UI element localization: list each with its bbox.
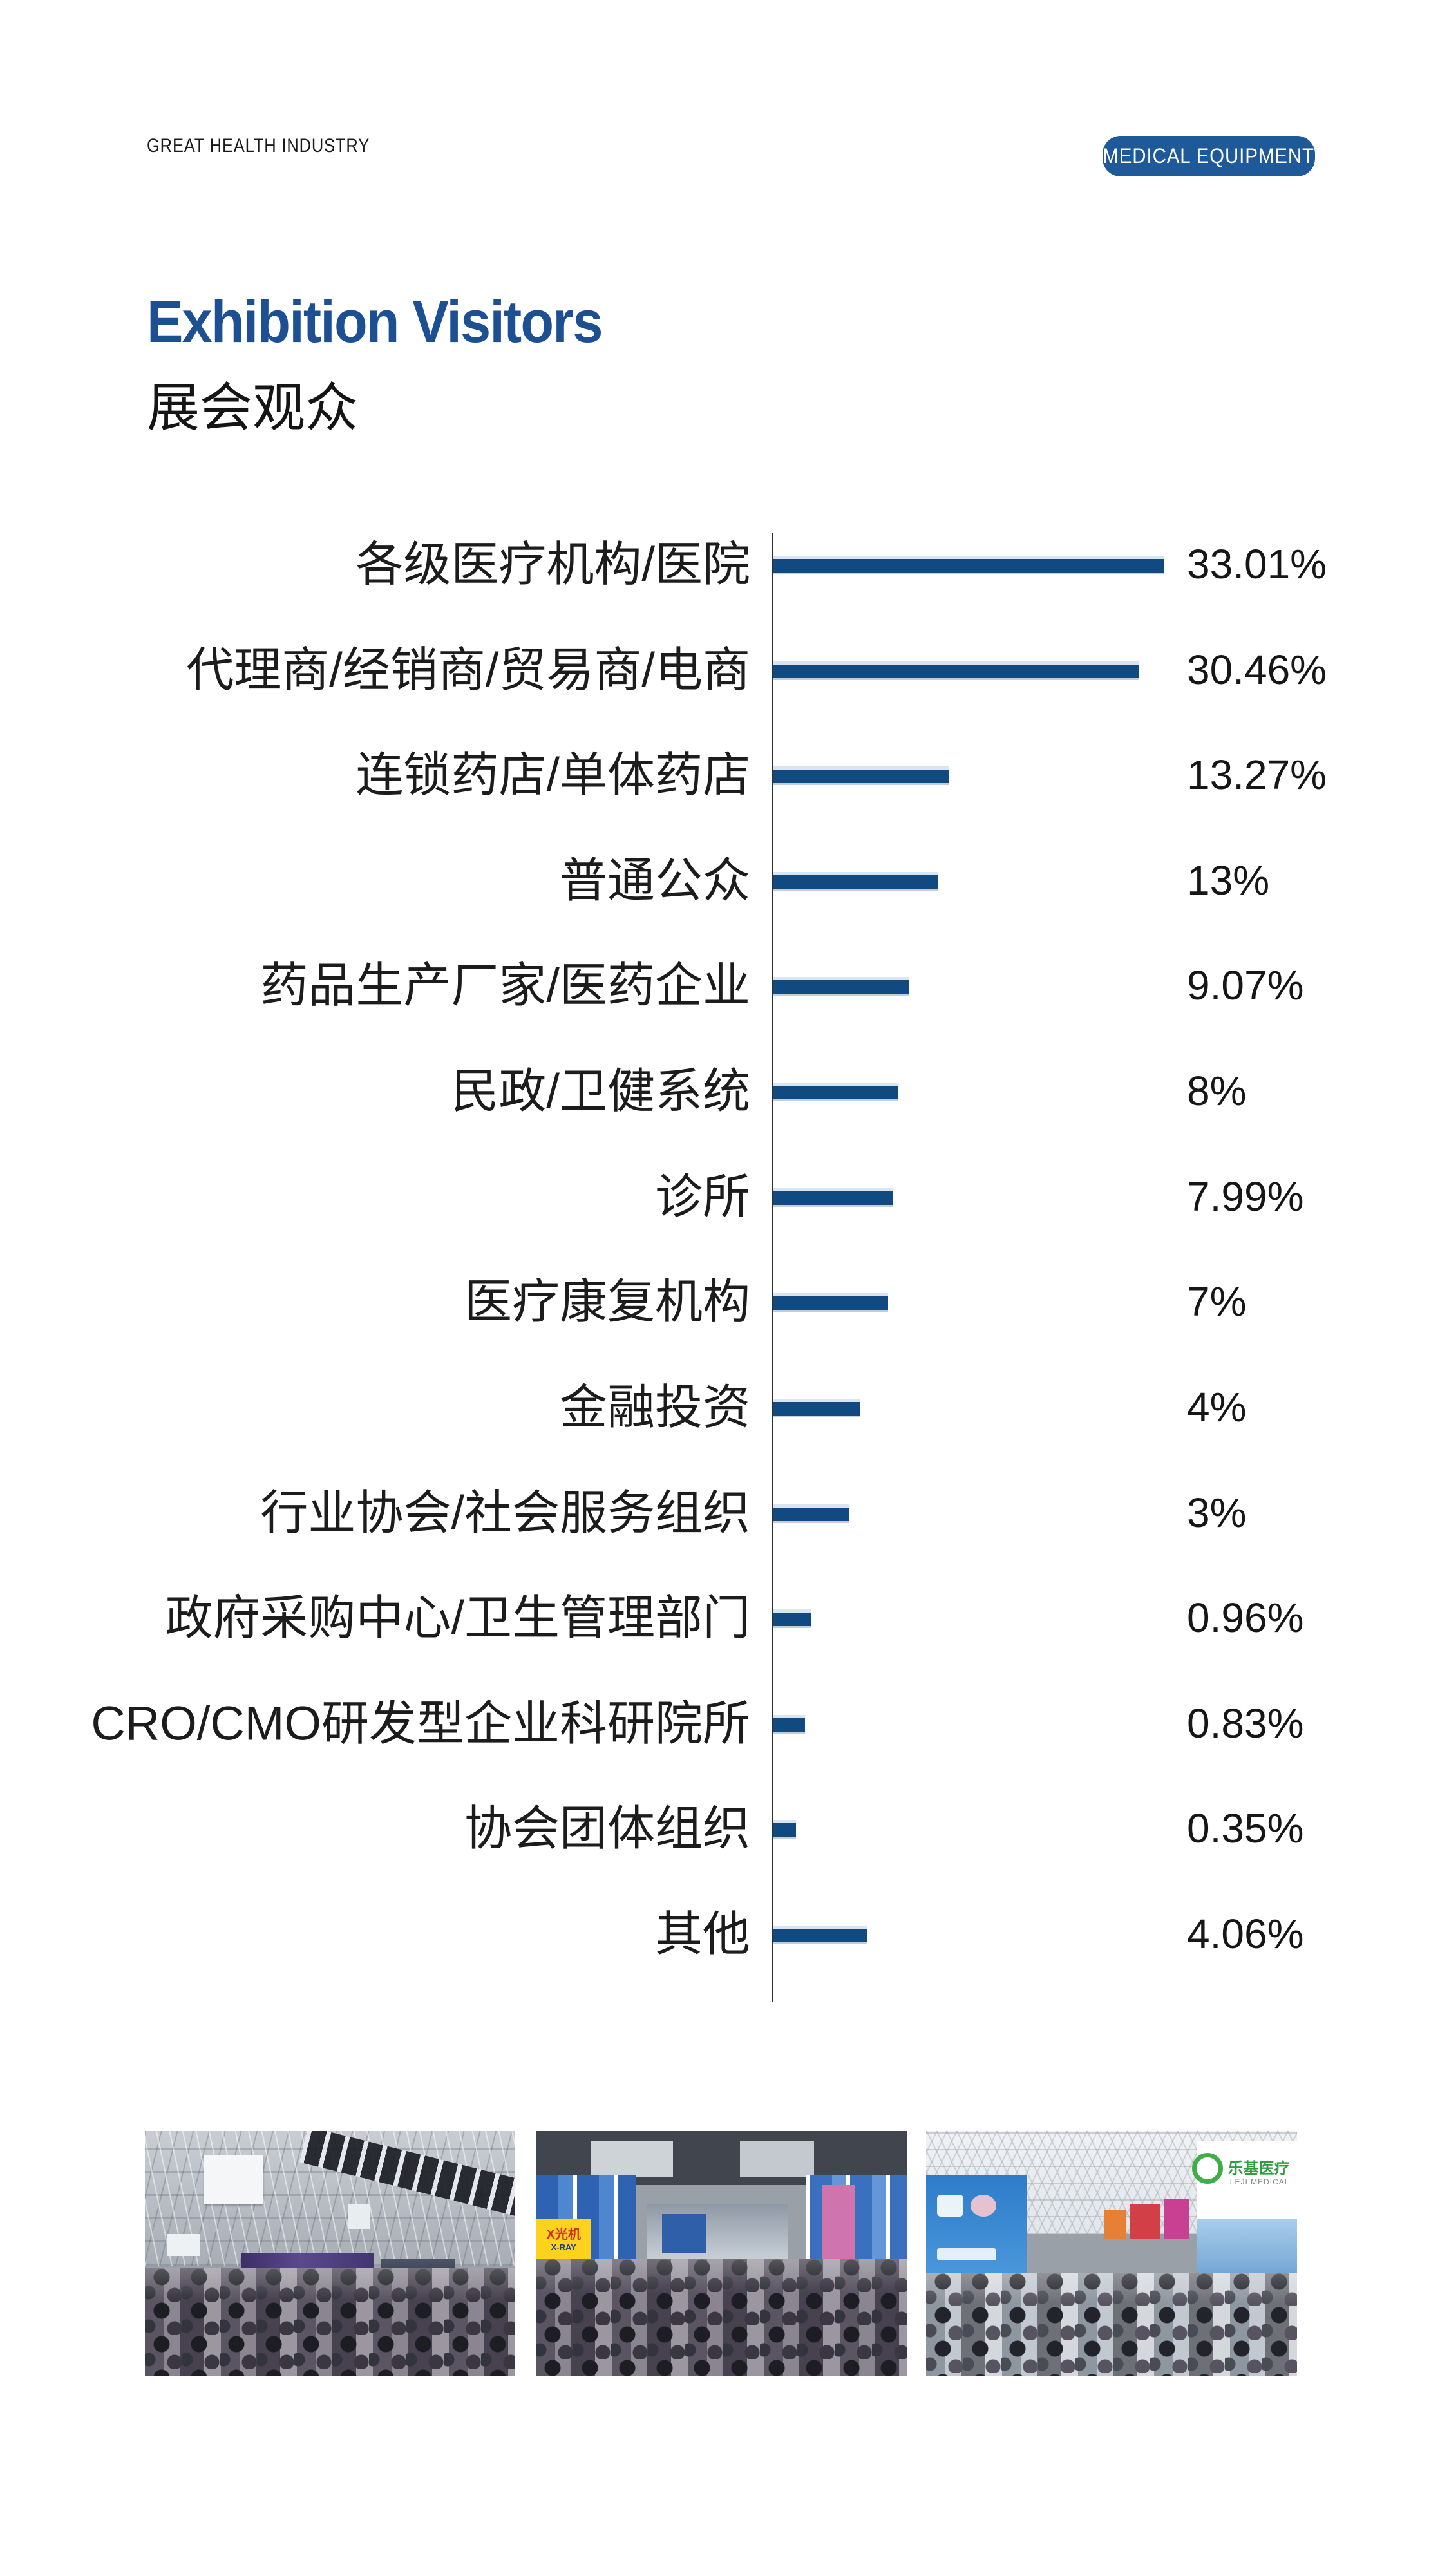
photo3-booth-logo-en: LEJI MEDICAL: [1229, 2177, 1290, 2187]
chart-value-label: 3%: [1187, 1489, 1247, 1536]
photo3-orange-booth: [1104, 2209, 1127, 2239]
exhibition-photo-3: 乐基医疗 LEJI MEDICAL: [926, 2131, 1297, 2376]
photo2-pink-panel: [821, 2184, 855, 2264]
chart-value-label: 7.99%: [1187, 1173, 1304, 1220]
visitors-bar-chart: 各级医疗机构/医院 33.01% 代理商/经销商/贸易商/电商 30.46% 连锁药店/…: [91, 533, 1327, 2002]
chart-category-label: 金融投资: [560, 1380, 750, 1434]
photo2-window: [591, 2141, 674, 2178]
chart-value-label: 7%: [1187, 1278, 1247, 1325]
chart-bar: [773, 556, 1164, 573]
chart-category-label: 民政/卫健系统: [451, 1064, 750, 1118]
photo2-window: [739, 2141, 814, 2178]
photo2-crowd: [536, 2258, 907, 2376]
chart-value-label: 33.01%: [1187, 541, 1327, 587]
category-badge: MEDICAL EQUIPMENT: [1103, 136, 1315, 176]
photo3-crowd: [926, 2273, 1297, 2376]
chart-value-label: 13%: [1187, 857, 1270, 904]
chart-value-label: 0.35%: [1187, 1805, 1304, 1852]
chart-bar: [773, 766, 949, 784]
photo3-booth-graphic: [937, 2194, 963, 2217]
photo1-hanging-banner: [167, 2233, 201, 2256]
chart-bar: [773, 1926, 867, 1943]
chart-category-label: 各级医疗机构/医院: [355, 537, 750, 591]
chart-value-label: 0.83%: [1187, 1700, 1304, 1747]
chart-value-label: 8%: [1187, 1068, 1247, 1115]
photo1-hanging-banner: [348, 2204, 371, 2229]
chart-category-label: 普通公众: [560, 853, 750, 907]
chart-category-label: 医疗康复机构: [464, 1274, 750, 1329]
chart-category-label: 诊所: [655, 1170, 750, 1224]
chart-category-label: 其他: [655, 1907, 750, 1961]
chart-category-label: 连锁药店/单体药店: [355, 748, 750, 802]
chart-bar: [773, 1609, 811, 1627]
chart-bar: [773, 661, 1139, 678]
chart-bar: [773, 1714, 805, 1732]
photo3-magenta-booth: [1163, 2199, 1189, 2239]
chart-category-label: CRO/CMO研发型企业科研院所: [91, 1696, 750, 1750]
page-title-zh: 展会观众: [147, 379, 359, 437]
chart-value-label: 13.27%: [1187, 752, 1327, 799]
photo2-sign-text-zh: X光机: [546, 2227, 581, 2242]
photo3-booth-logo-zh: 乐基医疗: [1227, 2160, 1290, 2177]
chart-category-label: 政府采购中心/卫生管理部门: [165, 1591, 750, 1645]
chart-axis-line: [772, 533, 773, 2002]
chart-bar: [773, 1293, 888, 1311]
photo3-booth-graphic: [937, 2248, 997, 2261]
chart-category-label: 行业协会/社会服务组织: [260, 1486, 750, 1540]
exhibition-photo-2: X光机 X-RAY: [536, 2131, 907, 2376]
page-title-en: Exhibition Visitors: [147, 289, 603, 355]
chart-bar: [773, 1820, 796, 1837]
photo2-sign-text-en: X-RAY: [551, 2242, 576, 2252]
exhibition-photo-1: [145, 2131, 515, 2376]
chart-category-label: 协会团体组织: [464, 1801, 750, 1855]
chart-bar: [773, 1188, 893, 1205]
chart-bar: [773, 871, 938, 889]
chart-value-label: 9.07%: [1187, 962, 1304, 1009]
photo1-crowd: [145, 2268, 515, 2376]
photo2-yellow-sign: X光机 X-RAY: [536, 2219, 592, 2261]
photo3-booth-graphic: [971, 2194, 997, 2217]
chart-bar: [773, 977, 909, 994]
brand-text: GREAT HEALTH INDUSTRY: [147, 135, 370, 156]
photo3-red-booth: [1130, 2204, 1160, 2239]
chart-category-label: 药品生产厂家/医药企业: [260, 958, 750, 1012]
chart-value-label: 30.46%: [1187, 646, 1327, 693]
category-badge-label: MEDICAL EQUIPMENT: [1103, 144, 1315, 167]
photo2-booth: [661, 2214, 706, 2253]
chart-bar: [773, 1083, 898, 1100]
chart-bar: [773, 1504, 849, 1521]
photo1-hanging-banner: [204, 2155, 263, 2204]
photo3-leji-logo-icon: [1191, 2153, 1223, 2184]
chart-value-label: 4.06%: [1187, 1911, 1304, 1958]
chart-category-label: 代理商/经销商/贸易商/电商: [186, 643, 750, 697]
chart-value-label: 4%: [1187, 1383, 1247, 1430]
chart-bar: [773, 1398, 860, 1416]
chart-value-label: 0.96%: [1187, 1595, 1304, 1642]
